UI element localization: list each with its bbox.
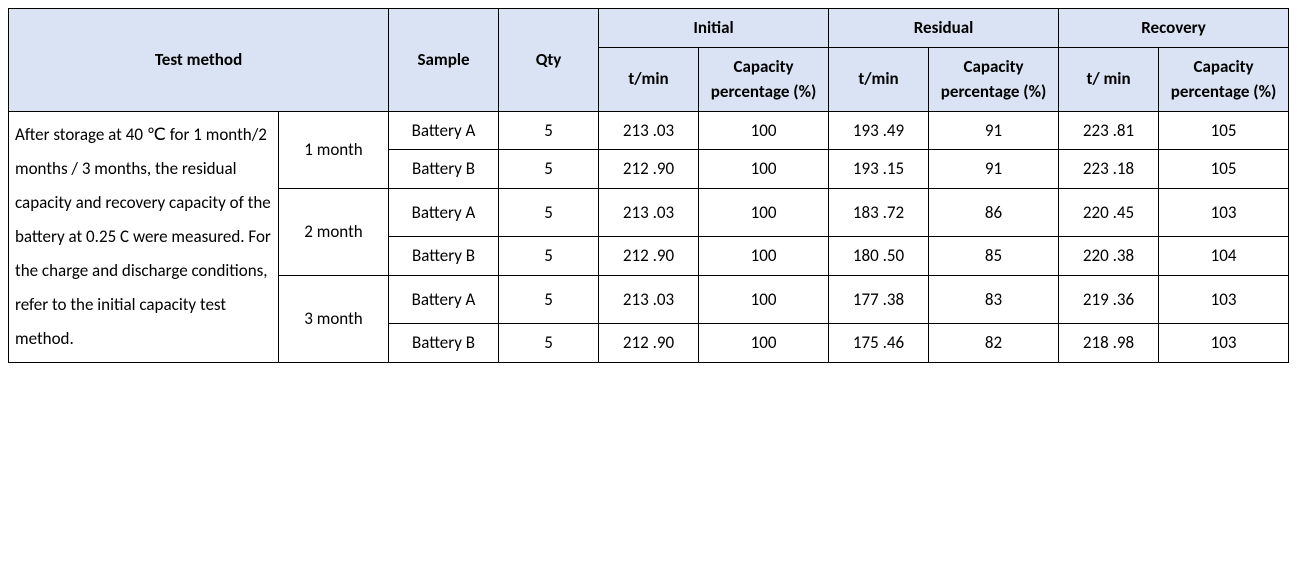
th-test-method: Test method: [9, 9, 389, 112]
th-initial-tmin: t/min: [599, 47, 699, 111]
cell-initial-cap: 100: [699, 324, 829, 363]
cell-qty: 5: [499, 324, 599, 363]
cell-recovery-t: 223 .81: [1059, 111, 1159, 150]
cell-initial-cap: 100: [699, 150, 829, 189]
cell-initial-cap: 100: [699, 237, 829, 276]
cell-residual-t: 193 .49: [829, 111, 929, 150]
cell-qty: 5: [499, 188, 599, 237]
cell-residual-cap: 91: [929, 111, 1059, 150]
cell-recovery-cap: 105: [1159, 111, 1289, 150]
cell-initial-cap: 100: [699, 188, 829, 237]
cell-residual-cap: 86: [929, 188, 1059, 237]
cell-initial-t: 212 .90: [599, 324, 699, 363]
th-residual-tmin: t/min: [829, 47, 929, 111]
cell-qty: 5: [499, 237, 599, 276]
cell-residual-cap: 82: [929, 324, 1059, 363]
header-row-1: Test method Sample Qty Initial Residual …: [9, 9, 1289, 48]
th-recovery: Recovery: [1059, 9, 1289, 48]
cell-recovery-cap: 103: [1159, 275, 1289, 324]
cell-duration: 3 month: [279, 275, 389, 362]
th-qty: Qty: [499, 9, 599, 112]
cell-recovery-t: 218 .98: [1059, 324, 1159, 363]
cell-sample: Battery B: [389, 324, 499, 363]
cell-sample: Battery A: [389, 275, 499, 324]
cell-residual-t: 183 .72: [829, 188, 929, 237]
th-initial: Initial: [599, 9, 829, 48]
capacity-table: Test method Sample Qty Initial Residual …: [8, 8, 1289, 363]
cell-qty: 5: [499, 275, 599, 324]
cell-test-method: After storage at 40 ℃ for 1 month/2 mont…: [9, 111, 279, 362]
cell-duration: 2 month: [279, 188, 389, 275]
cell-initial-t: 213 .03: [599, 275, 699, 324]
cell-residual-cap: 85: [929, 237, 1059, 276]
cell-recovery-cap: 103: [1159, 324, 1289, 363]
cell-recovery-t: 220 .45: [1059, 188, 1159, 237]
cell-qty: 5: [499, 150, 599, 189]
cell-initial-cap: 100: [699, 111, 829, 150]
cell-initial-t: 213 .03: [599, 111, 699, 150]
cell-recovery-cap: 105: [1159, 150, 1289, 189]
cell-sample: Battery A: [389, 111, 499, 150]
cell-residual-cap: 83: [929, 275, 1059, 324]
cell-duration: 1 month: [279, 111, 389, 188]
cell-sample: Battery A: [389, 188, 499, 237]
cell-recovery-cap: 104: [1159, 237, 1289, 276]
cell-residual-t: 177 .38: [829, 275, 929, 324]
cell-initial-cap: 100: [699, 275, 829, 324]
cell-sample: Battery B: [389, 150, 499, 189]
th-sample: Sample: [389, 9, 499, 112]
th-recovery-tmin: t/ min: [1059, 47, 1159, 111]
cell-sample: Battery B: [389, 237, 499, 276]
cell-initial-t: 213 .03: [599, 188, 699, 237]
cell-residual-t: 180 .50: [829, 237, 929, 276]
cell-qty: 5: [499, 111, 599, 150]
cell-residual-t: 175 .46: [829, 324, 929, 363]
cell-recovery-t: 220 .38: [1059, 237, 1159, 276]
cell-recovery-t: 219 .36: [1059, 275, 1159, 324]
cell-residual-t: 193 .15: [829, 150, 929, 189]
th-residual-cap: Capacity percentage (%): [929, 47, 1059, 111]
cell-recovery-cap: 103: [1159, 188, 1289, 237]
cell-recovery-t: 223 .18: [1059, 150, 1159, 189]
th-recovery-cap: Capacity percentage (%): [1159, 47, 1289, 111]
cell-initial-t: 212 .90: [599, 150, 699, 189]
table-row: After storage at 40 ℃ for 1 month/2 mont…: [9, 111, 1289, 150]
cell-initial-t: 212 .90: [599, 237, 699, 276]
cell-residual-cap: 91: [929, 150, 1059, 189]
th-residual: Residual: [829, 9, 1059, 48]
th-initial-cap: Capacity percentage (%): [699, 47, 829, 111]
